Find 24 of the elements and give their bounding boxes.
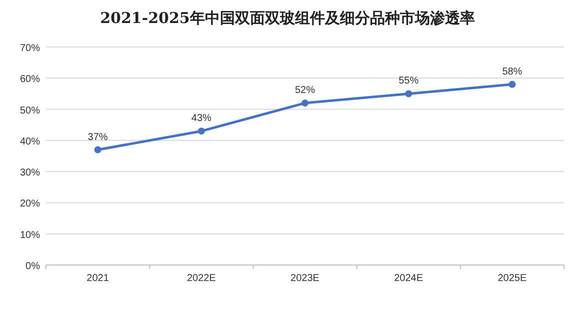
point (508, 80, 516, 88)
y-tick-label: 20% (20, 198, 40, 210)
y-tick-label: 70% (20, 43, 40, 54)
point (94, 146, 102, 154)
y-tick-label: 60% (20, 74, 40, 86)
y-tick-label: 40% (20, 136, 40, 148)
y-tick-label: 30% (20, 168, 40, 179)
x-tick-label: 2025E (498, 273, 527, 284)
point (198, 128, 205, 135)
data-label: 52% (294, 85, 316, 96)
data-label: 37% (88, 132, 108, 143)
point (302, 100, 308, 107)
chart-title: 2021-2025年中国双面双玻组件及细分品种市场渗透率 (100, 9, 475, 27)
point (405, 90, 412, 98)
data-label: 55% (398, 76, 419, 87)
x-tick-label: 2021 (86, 273, 110, 284)
x-tick-label: 2022E (186, 273, 216, 284)
x-tick-label: 2023E (290, 273, 320, 284)
y-tick-label: 10% (20, 230, 40, 241)
y-tick-label: 0% (26, 261, 40, 272)
x-tick-label: 2024E (394, 273, 424, 284)
data-label: 58% (502, 66, 522, 78)
data-label: 43% (191, 113, 212, 124)
y-tick-label: 50% (20, 105, 40, 116)
